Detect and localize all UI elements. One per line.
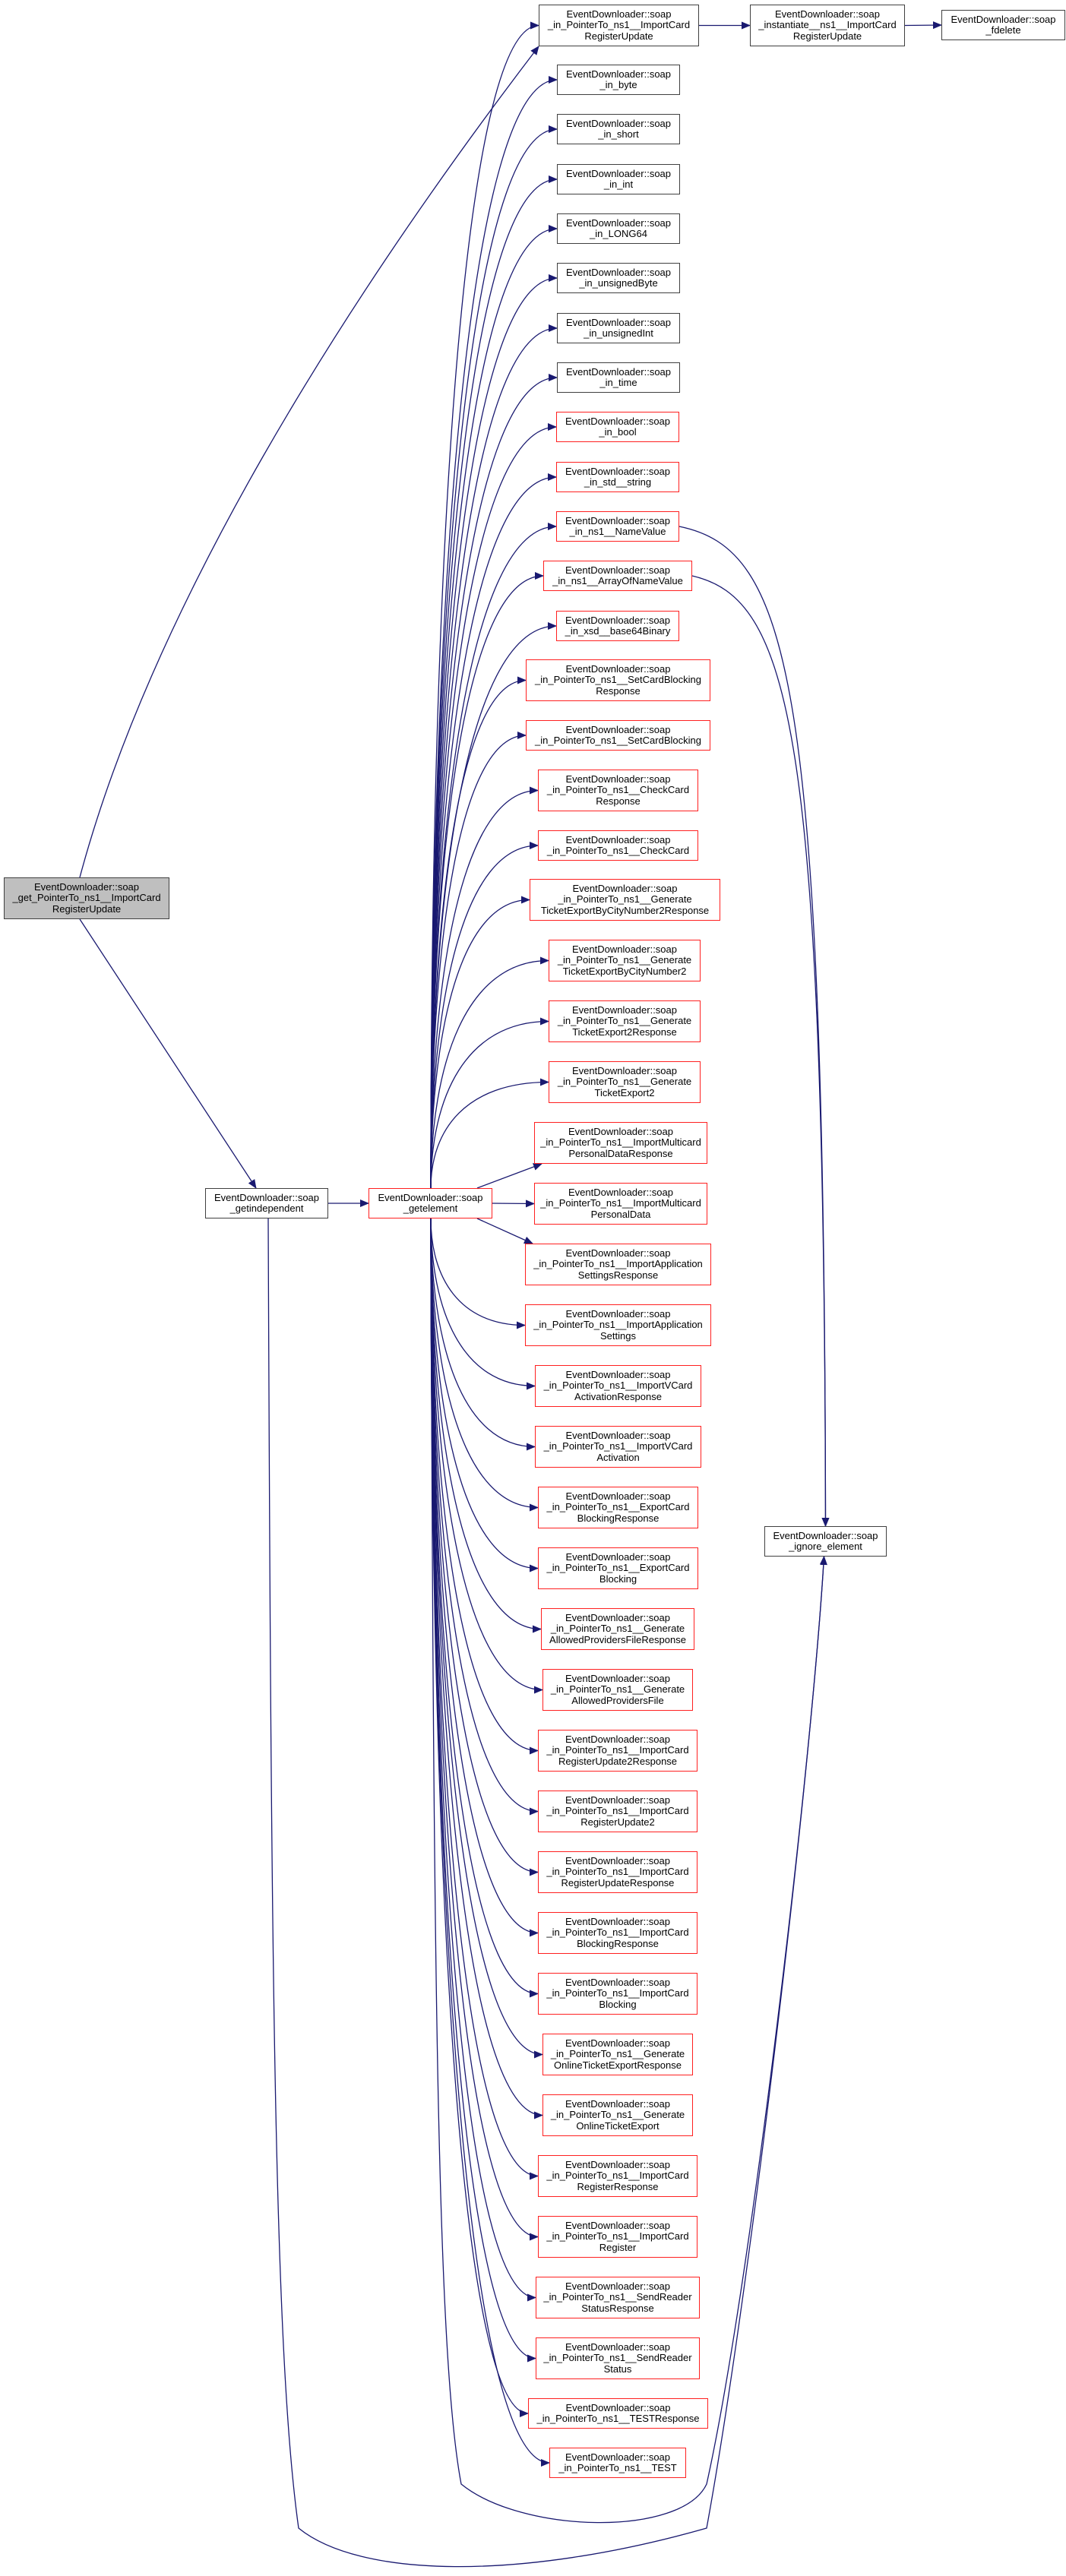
edge-root-to-in_ptr_icru — [79, 46, 539, 878]
edge-getelement-to-p_CCResponse — [430, 786, 539, 1189]
node-generate-ticketexport2[interactable]: EventDownloader::soap _in_PointerTo_ns1_… — [549, 1061, 701, 1103]
node-exportcardblocking[interactable]: EventDownloader::soap _in_PointerTo_ns1_… — [538, 1547, 698, 1589]
edge-getelement-to-p_ICRUResponse — [430, 1218, 539, 1876]
node-importapplicationsettings[interactable]: EventDownloader::soap _in_PointerTo_ns1_… — [525, 1304, 711, 1346]
edge-getelement-to-p_GAPFResponse — [430, 1218, 542, 1633]
node-sendreaderstatus-response[interactable]: EventDownloader::soap _in_PointerTo_ns1_… — [536, 2277, 700, 2318]
node-importcardregister[interactable]: EventDownloader::soap _in_PointerTo_ns1_… — [538, 2216, 697, 2258]
edge-getelement-to-p_TEST — [430, 1218, 550, 2467]
node-generate-ticketexportbycitynumber2[interactable]: EventDownloader::soap _in_PointerTo_ns1_… — [549, 940, 701, 981]
node-importcardregisterupdate2-response[interactable]: EventDownloader::soap _in_PointerTo_ns1_… — [538, 1730, 697, 1772]
node-in-std-string[interactable]: EventDownloader::soap _in_std__string — [556, 462, 679, 492]
node-generateonlineticketexport[interactable]: EventDownloader::soap _in_PointerTo_ns1_… — [542, 2094, 693, 2136]
node-getindependent[interactable]: EventDownloader::soap _getindependent — [205, 1188, 328, 1218]
node-in-namevalue[interactable]: EventDownloader::soap _in_ns1__NameValue — [556, 511, 679, 542]
edge-getelement-to-p_GTE2Response — [430, 1017, 549, 1189]
edge-getelement-to-p_SRSResponse — [430, 1218, 536, 2302]
edge-root-to-getindependent — [79, 918, 257, 1189]
node-importcardregisterupdate2[interactable]: EventDownloader::soap _in_PointerTo_ns1_… — [538, 1791, 697, 1832]
edge-in_ArrayOfNameValue-to-ignore_element — [691, 575, 830, 1527]
node-in-arrayofnamevalue[interactable]: EventDownloader::soap _in_ns1__ArrayOfNa… — [543, 561, 692, 591]
node-sendreaderstatus[interactable]: EventDownloader::soap _in_PointerTo_ns1_… — [536, 2337, 700, 2379]
edge-getindependent-to-ignore_element — [267, 1218, 827, 2568]
node-generateallowedprovidersfile[interactable]: EventDownloader::soap _in_PointerTo_ns1_… — [542, 1669, 693, 1711]
edge-getelement-to-p_IASResponse — [476, 1218, 533, 1244]
edge-getelement-to-ignore_element — [430, 1218, 827, 2524]
node-in-long64[interactable]: EventDownloader::soap _in_LONG64 — [557, 213, 680, 244]
node-in-short[interactable]: EventDownloader::soap _in_short — [557, 114, 680, 144]
edge-getelement-to-p_GTEBCN2 — [430, 956, 549, 1189]
node-test-response[interactable]: EventDownloader::soap _in_PointerTo_ns1_… — [528, 2398, 708, 2429]
node-in-pointerto-importcard-registerupdate[interactable]: EventDownloader::soap _in_PointerTo_ns1_… — [539, 5, 699, 46]
edge-getelement-to-p_ICRU2Response — [430, 1218, 539, 1755]
edge-getelement-to-p_ECB — [430, 1218, 539, 1572]
node-exportcardblocking-response[interactable]: EventDownloader::soap _in_PointerTo_ns1_… — [538, 1487, 698, 1528]
edge-getelement-to-p_SCB — [430, 732, 527, 1189]
edge-getelement-to-in_ptr_icru — [430, 21, 539, 1189]
node-in-time[interactable]: EventDownloader::soap _in_time — [557, 362, 680, 393]
node-checkcard[interactable]: EventDownloader::soap _in_PointerTo_ns1_… — [538, 830, 698, 861]
edge-getelement-to-p_IVA — [430, 1218, 536, 1451]
node-setcardblocking-response[interactable]: EventDownloader::soap _in_PointerTo_ns1_… — [526, 659, 710, 701]
node-ignore-element[interactable]: EventDownloader::soap _ignore_element — [764, 1526, 887, 1557]
node-test[interactable]: EventDownloader::soap _in_PointerTo_ns1_… — [549, 2448, 686, 2478]
node-in-unsignedbyte[interactable]: EventDownloader::soap _in_unsignedByte — [557, 263, 680, 293]
edge-getelement-to-p_ECBResponse — [430, 1218, 539, 1512]
edge-getelement-to-p_ICR — [430, 1218, 539, 2241]
node-importapplicationsettings-response[interactable]: EventDownloader::soap _in_PointerTo_ns1_… — [525, 1244, 711, 1285]
node-importcardregisterupdate-response[interactable]: EventDownloader::soap _in_PointerTo_ns1_… — [538, 1851, 697, 1893]
node-checkcard-response[interactable]: EventDownloader::soap _in_PointerTo_ns1_… — [538, 770, 698, 811]
node-in-base64binary[interactable]: EventDownloader::soap _in_xsd__base64Bin… — [556, 611, 679, 641]
node-fdelete[interactable]: EventDownloader::soap _fdelete — [941, 10, 1065, 40]
edge-getelement-to-p_MPDResponse — [476, 1163, 542, 1189]
edge-instantiate_icru-to-fdelete — [904, 21, 942, 30]
node-importmulticard-personaldata[interactable]: EventDownloader::soap _in_PointerTo_ns1_… — [534, 1183, 707, 1225]
edge-getelement-to-p_GTEBCN2Response — [430, 896, 530, 1189]
edge-getelement-to-p_CC — [430, 842, 539, 1189]
node-importvcardactivation-response[interactable]: EventDownloader::soap _in_PointerTo_ns1_… — [535, 1365, 701, 1407]
node-in-int[interactable]: EventDownloader::soap _in_int — [557, 164, 680, 194]
edge-getelement-to-p_TESTResponse — [430, 1218, 529, 2417]
edge-getelement-to-p_GTE2 — [430, 1078, 549, 1189]
node-in-unsignedint[interactable]: EventDownloader::soap _in_unsignedInt — [557, 313, 680, 343]
edge-getelement-to-p_IVAResponse — [430, 1218, 536, 1390]
edge-getelement-to-p_ICRU2 — [430, 1218, 539, 1816]
edge-getelement-to-in_short — [430, 125, 558, 1189]
node-getelement[interactable]: EventDownloader::soap _getelement — [369, 1188, 492, 1218]
node-in-byte[interactable]: EventDownloader::soap _in_byte — [557, 65, 680, 95]
node-setcardblocking[interactable]: EventDownloader::soap _in_PointerTo_ns1_… — [526, 720, 710, 751]
node-generate-ticketexportbycitynumber2-response[interactable]: EventDownloader::soap _in_PointerTo_ns1_… — [530, 879, 720, 921]
edge-getelement-to-p_MPD — [492, 1199, 535, 1208]
node-importcardblocking-response[interactable]: EventDownloader::soap _in_PointerTo_ns1_… — [538, 1912, 697, 1954]
node-in-bool[interactable]: EventDownloader::soap _in_bool — [556, 412, 679, 442]
node-importvcardactivation[interactable]: EventDownloader::soap _in_PointerTo_ns1_… — [535, 1426, 701, 1468]
node-importcardregister-response[interactable]: EventDownloader::soap _in_PointerTo_ns1_… — [538, 2155, 697, 2197]
edge-getelement-to-p_GOTE — [430, 1218, 543, 2119]
node-get-pointer-to-importcard-registerupdate: EventDownloader::soap _get_PointerTo_ns1… — [4, 877, 169, 919]
node-instantiate-importcard-registerupdate[interactable]: EventDownloader::soap _instantiate__ns1_… — [750, 5, 905, 46]
node-generate-ticketexport2-response[interactable]: EventDownloader::soap _in_PointerTo_ns1_… — [549, 1000, 701, 1042]
node-generateonlineticketexport-response[interactable]: EventDownloader::soap _in_PointerTo_ns1_… — [542, 2034, 693, 2075]
edge-getelement-to-p_SCBResponse — [430, 676, 527, 1189]
node-generateallowedprovidersfile-response[interactable]: EventDownloader::soap _in_PointerTo_ns1_… — [541, 1608, 694, 1650]
node-importcardblocking[interactable]: EventDownloader::soap _in_PointerTo_ns1_… — [538, 1973, 697, 2015]
edge-getelement-to-p_IAS — [430, 1218, 526, 1329]
edge-getelement-to-p_GAPF — [430, 1218, 543, 1694]
node-importmulticard-personaldata-response[interactable]: EventDownloader::soap _in_PointerTo_ns1_… — [534, 1122, 707, 1164]
